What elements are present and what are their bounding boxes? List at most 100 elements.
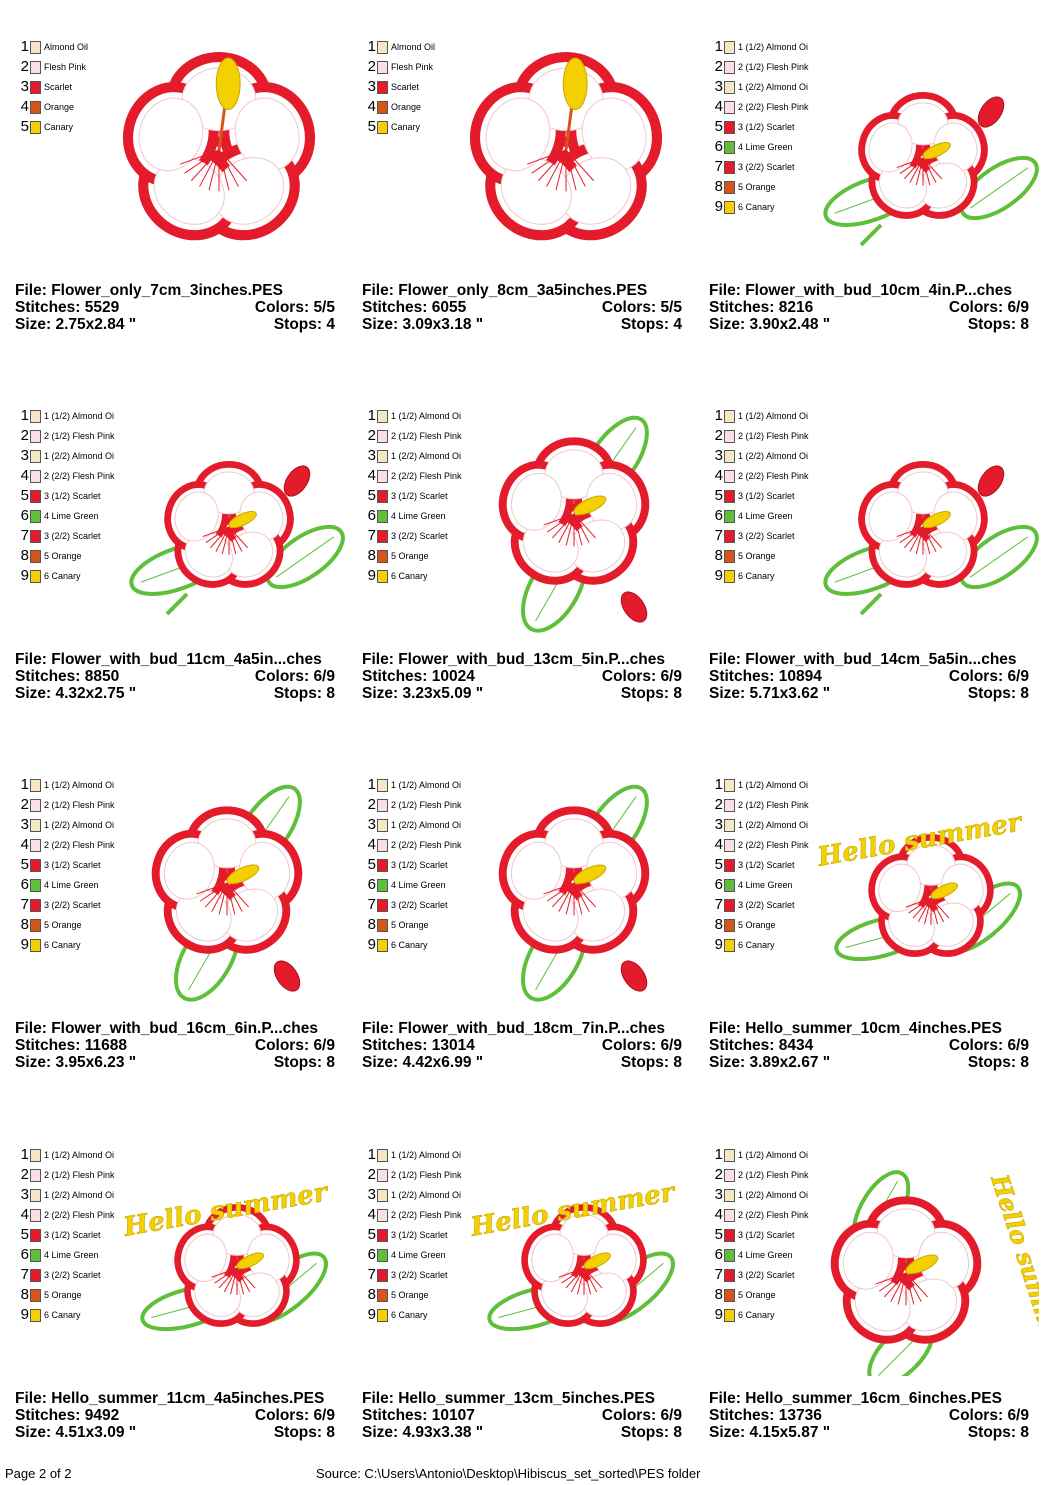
stitches-value: 10024 [431, 668, 475, 685]
color-swatch [377, 778, 388, 792]
stitches-line: Stitches: 13736 Colors: 6/9 [709, 1407, 1029, 1424]
color-swatch [377, 1228, 388, 1242]
color-row: 6 4 Lime Green [17, 1245, 115, 1265]
vein [915, 157, 924, 186]
color-row: 9 6 Canary [711, 1305, 809, 1325]
stamen [236, 1252, 264, 1270]
design-info: File: Hello_summer_11cm_4a5inches.PES Sti… [15, 1390, 335, 1441]
color-row: 7 3 (2/2) Scarlet [17, 1265, 115, 1285]
stitches-value: 8850 [84, 668, 120, 685]
file-line: File: Flower_with_bud_13cm_5in.P...ches [362, 651, 682, 668]
color-row: 9 6 Canary [364, 1305, 462, 1325]
size-line: Size: 4.32x2.75 " Stops: 8 [15, 685, 335, 702]
color-list: 1 1 (1/2) Almond Oi 2 2 (1/2) Flesh Pink 3 1 … [17, 406, 115, 586]
color-index: 1 [714, 1146, 723, 1163]
bud [977, 465, 1005, 497]
file-line: File: Flower_only_8cm_3a5inches.PES [362, 282, 682, 299]
vein [546, 513, 575, 533]
color-index: 2 [20, 58, 29, 75]
stitches-value: 8216 [778, 299, 814, 316]
color-swatch [377, 938, 388, 952]
vein [236, 1267, 251, 1293]
stitches-line: Stitches: 13014 Colors: 6/9 [362, 1037, 682, 1054]
vein [202, 526, 230, 538]
color-swatch [30, 80, 41, 94]
color-name: 1 (1/2) Almond Oi [44, 780, 115, 790]
color-index: 9 [20, 936, 29, 953]
vein [228, 526, 237, 555]
color-name: 5 Orange [738, 182, 776, 192]
stitches-line: Stitches: 9492 Colors: 6/9 [15, 1407, 335, 1424]
color-row: 2 2 (1/2) Flesh Pink [711, 1165, 809, 1185]
color-index: 3 [20, 1186, 29, 1203]
vein [209, 526, 230, 549]
color-name: 2 (1/2) Flesh Pink [391, 431, 462, 441]
color-swatch [724, 938, 735, 952]
color-row: 7 3 (2/2) Scarlet [17, 895, 115, 915]
vein [184, 149, 220, 174]
color-name: 6 Canary [44, 940, 81, 950]
color-index: 7 [714, 158, 723, 175]
color-row: 9 6 Canary [17, 566, 115, 586]
colors-value: 6/9 [1007, 1407, 1029, 1424]
vein [546, 882, 575, 902]
stem [165, 592, 189, 616]
design-artwork [151, 784, 303, 1002]
design-card: 1 1 (1/2) Almond Oi 2 2 (1/2) Flesh Pink 3 1 … [362, 399, 692, 739]
size-line: Size: 4.42x6.99 " Stops: 8 [362, 1054, 682, 1071]
color-row: 5 Canary [364, 117, 435, 137]
color-index: 3 [20, 447, 29, 464]
color-row: 9 6 Canary [17, 935, 115, 955]
color-swatch [377, 60, 388, 74]
vein [576, 1267, 585, 1295]
stops-label: Stops: [967, 1424, 1017, 1441]
design-preview [464, 399, 692, 637]
color-swatch [377, 429, 388, 443]
color-row: 6 4 Lime Green [364, 1245, 462, 1265]
color-index: 9 [367, 567, 376, 584]
vein [903, 526, 924, 549]
color-name: 2 (1/2) Flesh Pink [738, 431, 809, 441]
size-value: 3.23x5.09 " [402, 685, 484, 702]
file-line: File: Flower_only_7cm_3inches.PES [15, 282, 335, 299]
color-index: 1 [367, 407, 376, 424]
color-list: 1 1 (1/2) Almond Oi 2 2 (1/2) Flesh Pink 3 1 … [364, 775, 462, 955]
color-name: Canary [44, 122, 74, 132]
petal-inner [163, 841, 215, 900]
color-index: 8 [367, 547, 376, 564]
design-artwork: Hello summer [120, 1177, 332, 1332]
color-index: 3 [367, 1186, 376, 1203]
stitches-label: Stitches: [709, 1407, 775, 1424]
color-name: 3 (2/2) Scarlet [738, 162, 795, 172]
vein [905, 1272, 929, 1298]
color-index: 8 [367, 916, 376, 933]
color-index: 2 [714, 1166, 723, 1183]
color-index: 4 [367, 836, 376, 853]
color-swatch [30, 40, 41, 54]
color-index: 5 [367, 1226, 376, 1243]
color-name: 1 (1/2) Almond Oi [391, 411, 462, 421]
color-name: 3 (2/2) Scarlet [44, 531, 101, 541]
color-index: 9 [20, 567, 29, 584]
color-swatch [724, 1308, 735, 1322]
color-name: 6 Canary [738, 202, 775, 212]
color-row: 6 4 Lime Green [711, 1245, 809, 1265]
stitches-line: Stitches: 8434 Colors: 6/9 [709, 1037, 1029, 1054]
petal-inner [531, 1233, 574, 1282]
color-list: 1 1 (1/2) Almond Oi 2 2 (1/2) Flesh Pink 3 1 … [711, 37, 809, 217]
color-row: 6 4 Lime Green [17, 506, 115, 526]
color-name: 2 (1/2) Flesh Pink [391, 1170, 462, 1180]
page-number: Page 2 of 2 [5, 1466, 72, 1481]
vein [211, 1267, 238, 1278]
design-preview [117, 399, 345, 637]
color-index: 5 [367, 118, 376, 135]
size-value: 4.51x3.09 " [55, 1424, 137, 1441]
color-row: 7 3 (2/2) Scarlet [364, 895, 462, 915]
color-swatch [377, 40, 388, 54]
colors-label: Colors: [601, 1037, 657, 1054]
color-index: 3 [367, 78, 376, 95]
color-index: 3 [714, 1186, 723, 1203]
petal-inner [842, 1231, 894, 1290]
file-line: File: Flower_with_bud_10cm_4in.P...ches [709, 282, 1029, 299]
color-index: 8 [20, 916, 29, 933]
